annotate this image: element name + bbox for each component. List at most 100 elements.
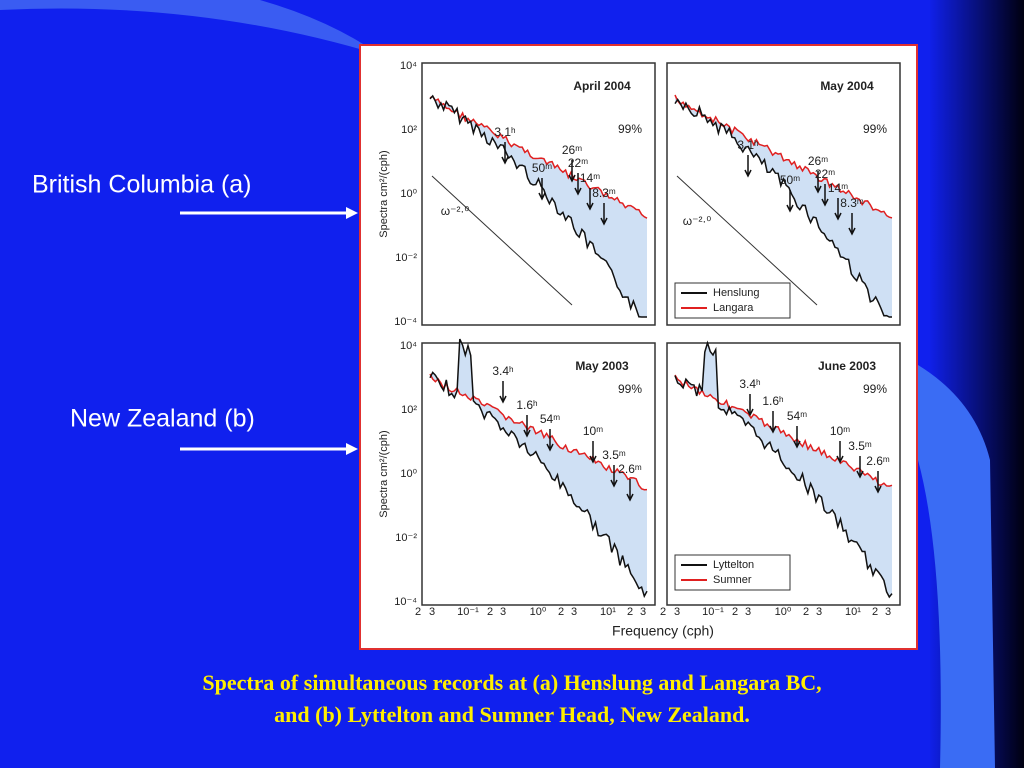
annotation-arrow bbox=[746, 394, 754, 417]
y-tick-label: 10⁴ bbox=[400, 340, 417, 352]
annotation-arrow bbox=[574, 173, 582, 196]
legend-label: Lyttelton bbox=[713, 559, 754, 571]
x-tick-label: 3 bbox=[674, 606, 680, 618]
annotation-arrow bbox=[568, 160, 576, 183]
x-tick-label: 2 bbox=[558, 606, 564, 618]
x-tick-label: 2 bbox=[627, 606, 633, 618]
annotation: 14ᵐ bbox=[580, 171, 600, 185]
annotation: 26ᵐ bbox=[808, 154, 828, 168]
x-tick-label: 2 bbox=[415, 606, 421, 618]
annotation-arrow bbox=[786, 190, 794, 213]
annotation: 3.5ᵐ bbox=[848, 439, 872, 453]
annotation: 22ᵐ bbox=[815, 167, 835, 181]
annotation: 10ᵐ bbox=[830, 424, 850, 438]
annotation: 3.4ʰ bbox=[492, 364, 514, 378]
annotation-arrow bbox=[586, 188, 594, 211]
y-tick-label: 10⁻⁴ bbox=[394, 596, 417, 608]
annotation: 1.6ʰ bbox=[516, 398, 538, 412]
plot-frame bbox=[421, 62, 656, 326]
y-tick-label: 10⁰ bbox=[400, 468, 417, 480]
x-tick-label: 3 bbox=[885, 606, 891, 618]
legend-box bbox=[674, 554, 791, 591]
x-axis-label: Frequency (cph) bbox=[612, 623, 714, 639]
annotation: 10ᵐ bbox=[583, 424, 603, 438]
confidence-label: 99% bbox=[618, 382, 642, 396]
annotation-arrow bbox=[814, 171, 822, 194]
slope-line bbox=[676, 175, 818, 306]
annotation: 1.6ʰ bbox=[762, 394, 784, 408]
legend-label: Sumner bbox=[713, 574, 752, 586]
legend-label: Henslung bbox=[713, 287, 759, 299]
y-axis-label: Spectra cm²/(cph) bbox=[378, 150, 390, 237]
x-tick-label: 3 bbox=[640, 606, 646, 618]
annotation: 8.3ᵐ bbox=[592, 186, 616, 200]
annotation: 14ᵐ bbox=[828, 181, 848, 195]
annotation: 2.6ᵐ bbox=[618, 462, 642, 476]
plot-frame bbox=[666, 62, 901, 326]
annotation: ω⁻²·⁰ bbox=[441, 204, 470, 218]
spectrum-line bbox=[674, 340, 893, 599]
y-tick-label: 10⁴ bbox=[400, 60, 417, 72]
plot-frame bbox=[421, 342, 656, 606]
region-label: New Zealand (b) bbox=[70, 405, 255, 433]
annotation: 54ᵐ bbox=[540, 412, 560, 426]
panel-title: June 2003 bbox=[818, 359, 876, 373]
y-tick-label: 10⁻² bbox=[395, 532, 417, 544]
panel-title: April 2004 bbox=[573, 79, 631, 93]
arrows bbox=[180, 207, 358, 455]
x-tick-label: 10⁻¹ bbox=[702, 606, 724, 618]
annotation-arrow bbox=[589, 441, 597, 464]
swoosh bbox=[918, 365, 995, 768]
y-axis-label: Spectra cm²/(cph) bbox=[378, 430, 390, 517]
annotation: 3.1ʰ bbox=[494, 125, 516, 139]
annotation-arrow bbox=[836, 441, 844, 464]
spectrum-line bbox=[429, 94, 647, 318]
x-tick-label: 3 bbox=[816, 606, 822, 618]
annotation: ω⁻²·⁰ bbox=[683, 214, 712, 228]
annotation: 22ᵐ bbox=[568, 156, 588, 170]
legend-label: Langara bbox=[713, 302, 754, 314]
caption: Spectra of simultaneous records at (a) H… bbox=[202, 670, 821, 695]
annotation: 54ᵐ bbox=[787, 409, 807, 423]
annotation-arrow bbox=[610, 465, 618, 488]
x-tick-label: 3 bbox=[571, 606, 577, 618]
slope-line bbox=[431, 175, 573, 306]
annotation: 3.5ᵐ bbox=[602, 448, 626, 462]
annotation-arrow bbox=[769, 411, 777, 434]
spectra-difference bbox=[675, 342, 892, 597]
confidence-label: 99% bbox=[618, 122, 642, 136]
confidence-label: 99% bbox=[863, 382, 887, 396]
spectrum-line bbox=[429, 338, 648, 599]
spectrum-line bbox=[674, 374, 893, 487]
annotation: 26ᵐ bbox=[562, 143, 582, 157]
x-tick-label: 3 bbox=[745, 606, 751, 618]
y-tick-label: 10⁻⁴ bbox=[394, 316, 417, 328]
annotation: 50ᵐ bbox=[780, 173, 800, 187]
panel-title: May 2004 bbox=[820, 79, 874, 93]
caption: and (b) Lyttelton and Sumner Head, New Z… bbox=[274, 702, 750, 727]
annotation-arrow bbox=[546, 429, 554, 452]
x-tick-label: 10¹ bbox=[600, 606, 616, 618]
y-tick-label: 10⁰ bbox=[400, 188, 417, 200]
annotation: 2.6ᵐ bbox=[866, 454, 890, 468]
annotation: 8.3ᵐ bbox=[840, 196, 864, 210]
confidence-label: 99% bbox=[863, 122, 887, 136]
annotation: 3.4ʰ bbox=[739, 377, 761, 391]
swoosh bbox=[0, 0, 380, 55]
x-tick-label: 10¹ bbox=[845, 606, 861, 618]
x-tick-label: 3 bbox=[500, 606, 506, 618]
y-tick-label: 10² bbox=[401, 124, 417, 136]
x-tick-label: 10⁰ bbox=[530, 606, 547, 618]
spectrum-line bbox=[429, 373, 648, 491]
x-tick-label: 10⁰ bbox=[775, 606, 792, 618]
annotation-arrow bbox=[538, 178, 546, 201]
annotation-arrow bbox=[874, 471, 882, 494]
annotation-arrow bbox=[600, 203, 608, 226]
annotation: 50ᵐ bbox=[532, 161, 552, 175]
annotation-arrow bbox=[793, 426, 801, 449]
x-tick-label: 2 bbox=[803, 606, 809, 618]
x-tick-label: 2 bbox=[872, 606, 878, 618]
region-label: British Columbia (a) bbox=[32, 171, 252, 199]
panel-title: May 2003 bbox=[575, 359, 629, 373]
